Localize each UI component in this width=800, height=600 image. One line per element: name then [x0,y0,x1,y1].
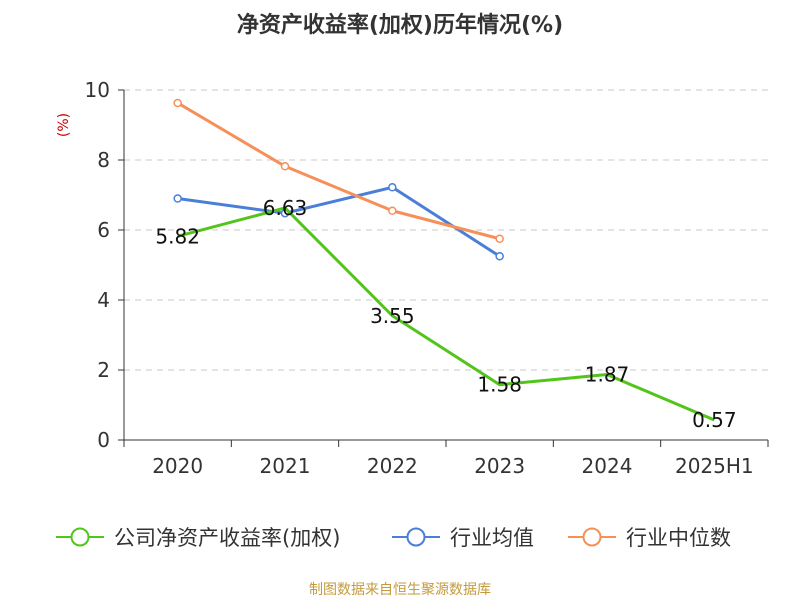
data-labels: 5.82 6.63 3.55 1.58 1.87 0.57 [155,196,736,432]
source-note: 制图数据来自恒生聚源数据库 [309,582,491,598]
data-point [388,183,397,192]
x-tick-label: 2021 [260,454,311,478]
x-tick-label: 2023 [474,454,525,478]
legend-item: 行业中位数 [568,526,731,550]
series-line [177,206,715,422]
x-tick-label: 2020 [152,454,203,478]
legend-label: 行业均值 [450,526,534,550]
x-tick-label: 2024 [582,454,633,478]
y-tick-label: 6 [97,218,110,242]
gridlines [124,89,768,371]
data-label: 6.63 [263,196,308,220]
data-label: 1.58 [477,373,522,397]
legend-item: 公司净资产收益率(加权) [56,526,340,550]
data-point [173,194,182,203]
y-tick-label: 2 [97,358,110,382]
legend-label: 行业中位数 [626,526,731,550]
series-line [177,185,501,258]
y-tick-label: 0 [97,428,110,452]
y-tick-label: 10 [85,78,110,102]
legend: 公司净资产收益率(加权) 行业均值 行业中位数 [56,526,731,550]
x-tick-label: 2025H1 [675,454,754,478]
x-tick-labels: 2020 2021 2022 2023 2024 2025H1 [152,454,753,478]
data-point [495,234,504,243]
legend-item: 行业均值 [392,526,534,550]
y-tick-labels: 0 2 4 6 8 10 [85,78,110,452]
data-point [495,252,504,261]
data-label: 5.82 [155,224,200,248]
legend-label: 公司净资产收益率(加权) [114,526,340,550]
series-lines [173,98,715,422]
y-tick-label: 4 [97,288,110,312]
data-label: 3.55 [370,304,415,328]
data-label: 0.57 [692,408,737,432]
y-axis-label: (%) [56,113,72,137]
data-label: 1.87 [585,363,630,387]
y-tick-label: 8 [97,148,110,172]
legend-swatch-marker [70,527,90,547]
chart-title: 净资产收益率(加权)历年情况(%) [237,12,563,38]
series-line [176,101,501,241]
data-point [173,98,182,108]
x-tick-label: 2022 [367,454,418,478]
legend-swatch-marker [582,527,602,547]
legend-swatch-marker [406,527,426,547]
data-point [388,206,397,215]
axes [118,89,769,447]
data-point [280,162,290,171]
